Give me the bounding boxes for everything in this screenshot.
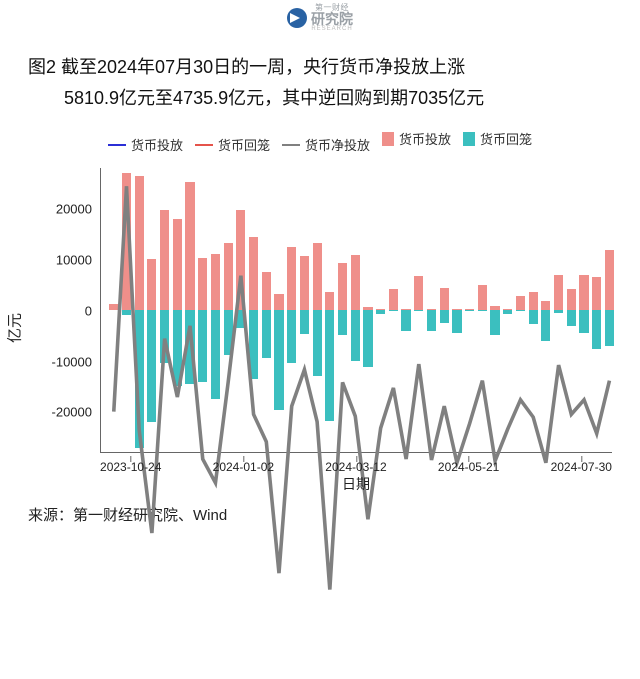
legend-label: 货币回笼	[480, 129, 532, 148]
x-tick: 2023-10-24	[100, 460, 161, 474]
legend-item: 货币投放	[108, 135, 183, 154]
legend-item: 货币回笼	[463, 129, 532, 148]
legend-item: 货币回笼	[195, 135, 270, 154]
chart: 亿元 -20000 -10000 0 10000 20000 日期 2023-10-24…	[0, 158, 640, 498]
logo: 第一财经 研究院 RESEARCH	[287, 4, 353, 32]
logo-big: 研究院	[311, 12, 353, 26]
legend-swatch	[195, 144, 213, 146]
legend: 货币投放 货币回笼 货币净投放 货币投放 货币回笼	[0, 121, 640, 158]
x-tick: 2024-03-12	[325, 460, 386, 474]
y-axis: -20000 -10000 0 10000 20000	[40, 168, 100, 453]
x-axis: 日期 2023-10-242024-01-022024-03-122024-05…	[100, 456, 612, 486]
legend-label: 货币回笼	[218, 135, 270, 154]
logo-tiny: RESEARCH	[311, 26, 353, 32]
chart-title: 图2 截至2024年07月30日的一周，央行货币净投放上涨 5810.9亿元至4…	[0, 32, 640, 121]
x-axis-label: 日期	[342, 474, 370, 494]
y-tick: 20000	[56, 201, 92, 216]
title-line-1: 图2 截至2024年07月30日的一周，央行货币净投放上涨	[28, 52, 612, 83]
title-line-2: 5810.9亿元至4735.9亿元，其中逆回购到期7035亿元	[28, 83, 612, 114]
legend-label: 货币净投放	[305, 135, 370, 154]
y-tick: 0	[85, 303, 92, 318]
legend-label: 货币投放	[131, 135, 183, 154]
legend-swatch	[382, 132, 394, 146]
legend-item: 货币投放	[382, 129, 451, 148]
y-tick: 10000	[56, 252, 92, 267]
legend-swatch	[108, 144, 126, 146]
x-tick: 2024-01-02	[213, 460, 274, 474]
net-line-path	[114, 186, 610, 589]
plot-area	[100, 168, 612, 453]
logo-bar: 第一财经 研究院 RESEARCH	[0, 0, 640, 32]
legend-item: 货币净投放	[282, 135, 370, 154]
legend-label: 货币投放	[399, 129, 451, 148]
y-tick: -10000	[52, 354, 92, 369]
legend-swatch	[282, 144, 300, 146]
y-tick: -20000	[52, 405, 92, 420]
x-tick: 2024-07-30	[551, 460, 612, 474]
y-axis-label: 亿元	[4, 313, 25, 343]
legend-swatch	[463, 132, 475, 146]
net-line	[101, 168, 612, 679]
logo-icon	[287, 8, 307, 28]
x-tick: 2024-05-21	[438, 460, 499, 474]
